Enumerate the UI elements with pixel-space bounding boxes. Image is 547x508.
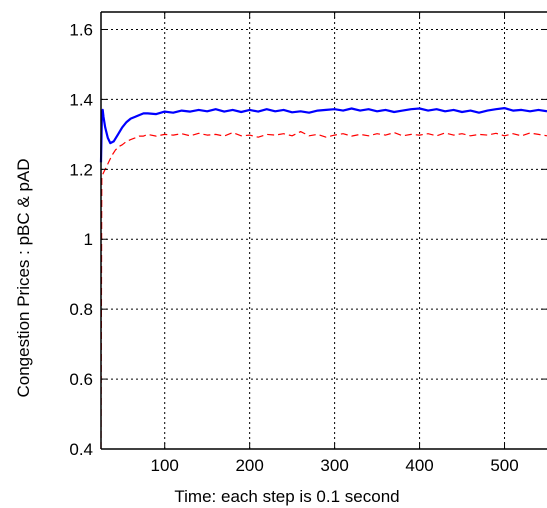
- y-tick-label: 0.6: [69, 370, 93, 389]
- x-tick-label: 500: [490, 456, 518, 475]
- x-tick-label: 100: [151, 456, 179, 475]
- x-tick-label: 200: [235, 456, 263, 475]
- axes: [100, 11, 547, 450]
- x-tick-label: 300: [320, 456, 348, 475]
- series-group: [99, 106, 547, 450]
- series-line-2: [100, 131, 547, 450]
- series-line-1: [99, 106, 547, 163]
- y-tick-label: 1.2: [69, 160, 93, 179]
- x-axis-label: Time: each step is 0.1 second: [174, 487, 399, 506]
- y-tick-label: 0.8: [69, 300, 93, 319]
- y-tick-label: 1.4: [69, 90, 93, 109]
- grid: [101, 12, 547, 450]
- y-axis-label: Congestion Prices : pBC & pAD: [14, 158, 33, 397]
- y-tick-label: 1: [84, 230, 93, 249]
- y-tick-label: 0.4: [69, 440, 93, 459]
- y-tick-label: 1.6: [69, 20, 93, 39]
- x-tick-label: 400: [405, 456, 433, 475]
- tick-labels: 0.4 0.6 0.8 1 1.2 1.4 1.6 100 200 300 400 500: [69, 20, 518, 475]
